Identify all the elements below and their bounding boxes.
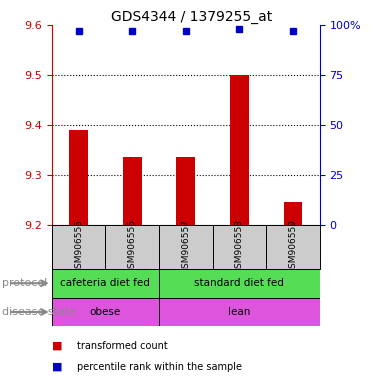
Bar [105, 225, 159, 269]
Text: GSM906558: GSM906558 [235, 219, 244, 274]
Bar [230, 75, 249, 225]
Bar [159, 269, 320, 298]
Text: cafeteria diet fed: cafeteria diet fed [61, 278, 150, 288]
Bar [159, 225, 213, 269]
Bar [52, 225, 105, 269]
Text: disease state: disease state [2, 307, 76, 317]
Bar [283, 202, 303, 225]
Text: obese: obese [90, 307, 121, 317]
Text: GSM906556: GSM906556 [128, 219, 137, 274]
Bar [69, 130, 88, 225]
Text: GSM906559: GSM906559 [288, 219, 298, 274]
Bar [213, 225, 266, 269]
Text: GSM906557: GSM906557 [181, 219, 190, 274]
Bar [266, 225, 320, 269]
Bar [123, 157, 142, 225]
Bar [177, 157, 195, 225]
Text: ■: ■ [52, 341, 62, 351]
Bar [52, 269, 159, 298]
Text: percentile rank within the sample: percentile rank within the sample [77, 362, 242, 372]
Text: GSM906555: GSM906555 [74, 219, 83, 274]
Text: standard diet fed: standard diet fed [195, 278, 284, 288]
Text: GDS4344 / 1379255_at: GDS4344 / 1379255_at [111, 10, 272, 23]
Text: ■: ■ [52, 362, 62, 372]
Bar [52, 298, 159, 326]
Text: protocol: protocol [2, 278, 47, 288]
Text: lean: lean [228, 307, 250, 317]
Bar [159, 298, 320, 326]
Text: transformed count: transformed count [77, 341, 167, 351]
